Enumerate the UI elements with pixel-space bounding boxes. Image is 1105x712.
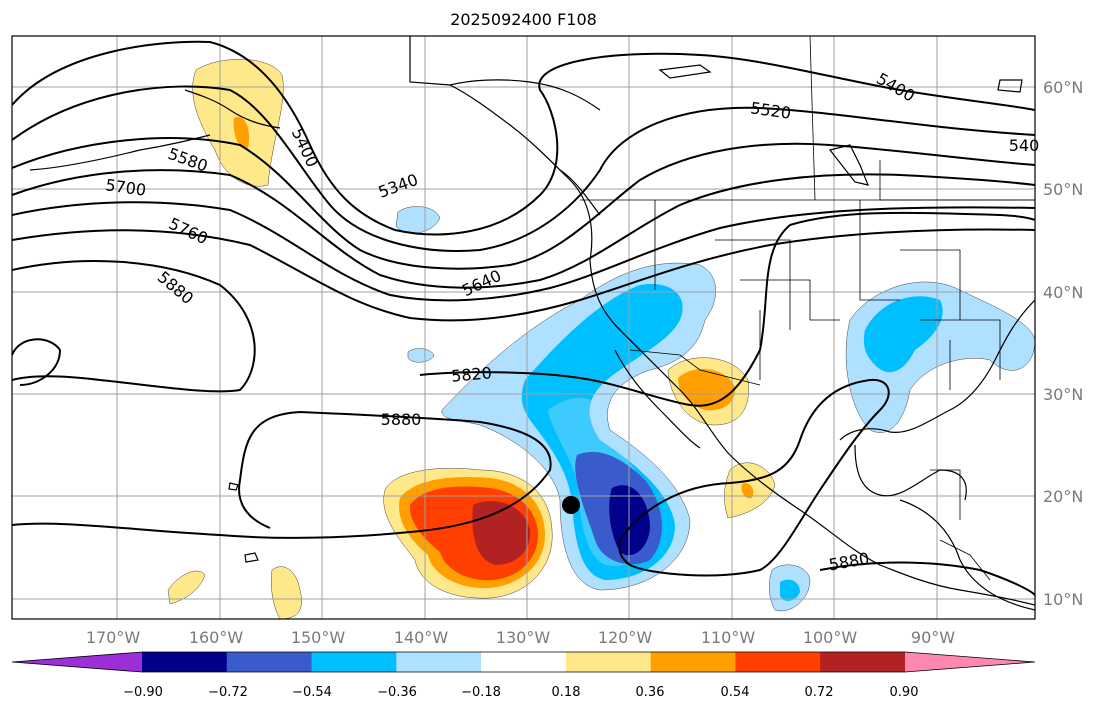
longitude-label: 150°W bbox=[291, 628, 346, 647]
contour-label: 5820 bbox=[450, 363, 492, 385]
latitude-label: 40°N bbox=[1043, 283, 1083, 302]
colorbar-tick-label: −0.54 bbox=[292, 685, 332, 700]
colorbar-tick-label: 0.72 bbox=[805, 685, 834, 700]
colorbar-swatch bbox=[142, 652, 228, 672]
map-title: 2025092400 F108 bbox=[450, 10, 597, 29]
map-frame bbox=[11, 35, 1036, 620]
colorbar-tick-label: 0.36 bbox=[636, 685, 665, 700]
longitude-label: 130°W bbox=[496, 628, 551, 647]
graticule bbox=[12, 36, 1035, 619]
colorbar-tick-label: 0.18 bbox=[552, 685, 581, 700]
latitude-label: 60°N bbox=[1043, 78, 1083, 97]
colorbar-swatch bbox=[396, 652, 482, 672]
latitude-axis: 60°N 50°N 40°N 30°N 20°N 10°N bbox=[1043, 78, 1083, 609]
colorbar-swatch bbox=[311, 652, 397, 672]
colorbar bbox=[11, 651, 1036, 673]
colorbar-swatch bbox=[226, 652, 313, 672]
colorbar-swatch bbox=[650, 652, 736, 672]
storm-position-marker bbox=[562, 496, 580, 514]
latitude-label: 50°N bbox=[1043, 180, 1083, 199]
contour-label: 540 bbox=[1009, 136, 1040, 155]
longitude-label: 100°W bbox=[803, 628, 858, 647]
longitude-label: 170°W bbox=[86, 628, 141, 647]
colorbar-tick-label: 0.90 bbox=[890, 685, 919, 700]
colorbar-tick-label: 0.54 bbox=[721, 685, 750, 700]
height-contours bbox=[12, 40, 1035, 596]
colorbar-tick-label: −0.72 bbox=[208, 685, 248, 700]
longitude-label: 160°W bbox=[189, 628, 244, 647]
latitude-label: 10°N bbox=[1043, 590, 1083, 609]
colorbar-tick-label: −0.18 bbox=[461, 685, 501, 700]
colorbar-tick-labels: −0.90 −0.72 −0.54 −0.36 −0.18 0.18 0.36 … bbox=[123, 685, 918, 700]
colorbar-swatch bbox=[565, 652, 652, 672]
longitude-label: 140°W bbox=[394, 628, 449, 647]
coastlines bbox=[29, 36, 1035, 611]
contour-label: 5880 bbox=[381, 410, 422, 429]
latitude-label: 30°N bbox=[1043, 385, 1083, 404]
longitude-label: 90°W bbox=[911, 628, 955, 647]
colorbar-outline bbox=[11, 651, 1036, 673]
colorbar-swatch bbox=[820, 652, 906, 672]
colorbar-extend-min bbox=[12, 652, 142, 672]
colorbar-tick-label: −0.36 bbox=[377, 685, 417, 700]
colorbar-swatch bbox=[481, 652, 567, 672]
latitude-label: 20°N bbox=[1043, 487, 1083, 506]
colorbar-swatch bbox=[735, 652, 821, 672]
longitude-label: 120°W bbox=[598, 628, 653, 647]
colorbar-extend-max bbox=[905, 652, 1035, 672]
colorbar-tick-label: −0.90 bbox=[123, 685, 163, 700]
longitude-label: 110°W bbox=[701, 628, 756, 647]
longitude-axis: 170°W 160°W 150°W 140°W 130°W 120°W 110°… bbox=[86, 628, 955, 647]
